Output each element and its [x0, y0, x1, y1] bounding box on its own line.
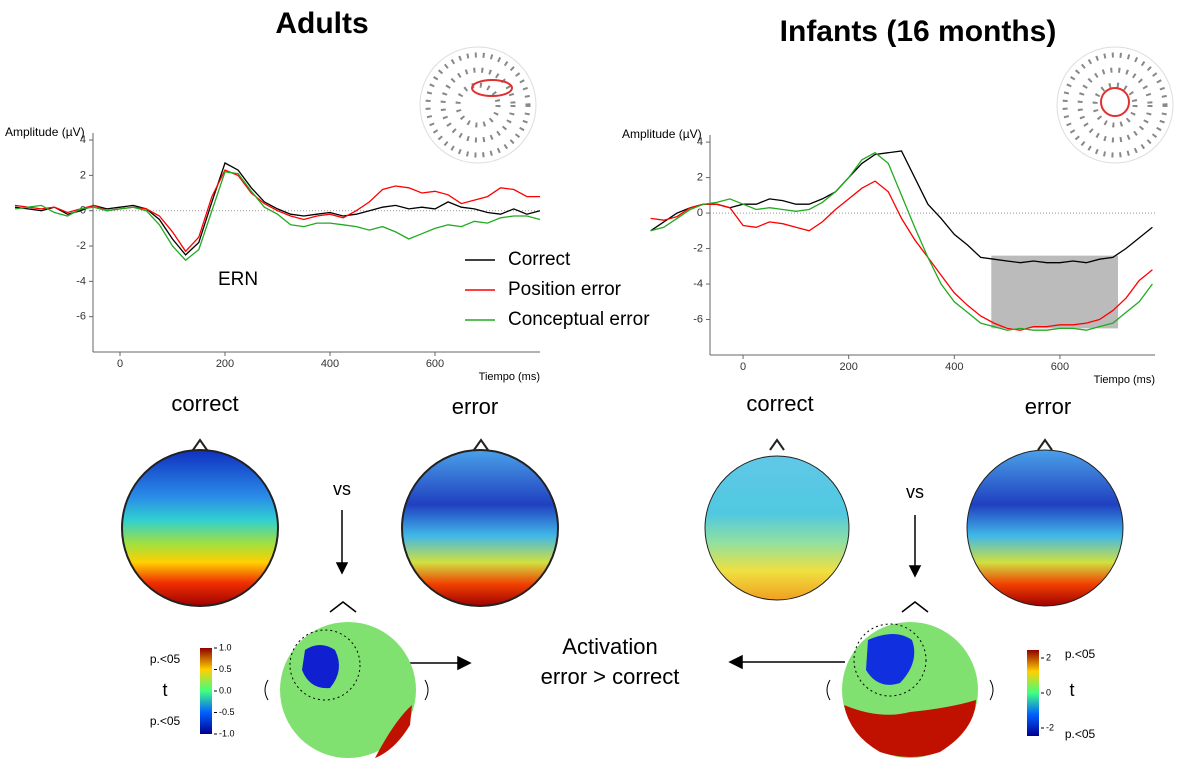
- legend-label: Conceptual error: [508, 309, 650, 330]
- annotation: ERN: [218, 269, 258, 290]
- topo-label: error: [1025, 394, 1071, 419]
- x-tick-label: 200: [840, 361, 858, 373]
- legend-label: Position error: [508, 279, 622, 300]
- y-axis-label: Amplitude (µV): [5, 125, 85, 139]
- colorbar-tick-label: 0.0: [219, 685, 232, 695]
- chart-title: Adults: [275, 7, 368, 40]
- colorbar-top: p.<05: [1065, 647, 1096, 661]
- series-line: [650, 151, 1153, 331]
- annotation: error > correct: [541, 664, 680, 689]
- legend-label: Correct: [508, 249, 571, 270]
- series-line: [14, 162, 541, 256]
- difference-map: [264, 622, 994, 758]
- colorbar-tick-label: 1.0: [219, 642, 232, 652]
- vs-label: vs: [333, 479, 351, 499]
- colorbar-bottom: p.<05: [150, 714, 181, 728]
- x-tick-label: 600: [426, 358, 444, 370]
- y-tick-label: -6: [76, 311, 86, 323]
- y-tick-label: 2: [697, 171, 703, 183]
- colorbar-tick-label: -2: [1046, 722, 1054, 732]
- topo-label: correct: [171, 391, 238, 416]
- x-tick-label: 0: [740, 361, 746, 373]
- colorbar-tick-label: 0: [1046, 687, 1051, 697]
- y-tick-label: 4: [697, 136, 703, 148]
- topo-label: error: [452, 394, 498, 419]
- vs-label: vs: [906, 482, 924, 502]
- y-tick-label: 4: [80, 134, 86, 146]
- colorbar-label: t: [162, 680, 167, 700]
- y-tick-label: -4: [693, 278, 703, 290]
- colorbar-top: p.<05: [150, 652, 181, 666]
- x-tick-label: 600: [1051, 361, 1069, 373]
- x-axis-label: Tiempo (ms): [1094, 374, 1155, 386]
- y-tick-label: -2: [693, 242, 703, 254]
- y-tick-label: -6: [693, 313, 703, 325]
- y-tick-label: 0: [697, 207, 703, 219]
- y-tick-label: 2: [80, 169, 86, 181]
- x-tick-label: 400: [321, 358, 339, 370]
- y-tick-label: -4: [76, 275, 86, 287]
- series-line: [650, 180, 1153, 331]
- colorbar-tick-label: -1.0: [219, 728, 235, 738]
- x-tick-label: 400: [945, 361, 963, 373]
- x-axis-label: Tiempo (ms): [479, 371, 540, 383]
- y-axis-label: Amplitude (µV): [622, 127, 702, 141]
- x-tick-label: 200: [216, 358, 234, 370]
- series-line: [14, 171, 541, 262]
- colorbar: [200, 648, 212, 734]
- colorbar-tick-label: 0.5: [219, 664, 232, 674]
- colorbar-tick-label: 2: [1046, 652, 1051, 662]
- electrode-map: [1056, 46, 1174, 164]
- electrode-map: [419, 46, 537, 164]
- colorbar-label: t: [1069, 680, 1074, 700]
- y-tick-label: -2: [76, 240, 86, 252]
- topomap: [121, 438, 1124, 607]
- highlight: [991, 255, 1119, 329]
- series-line: [650, 150, 1153, 264]
- topo-label: correct: [746, 391, 813, 416]
- chart-title: Infants (16 months): [780, 15, 1057, 48]
- x-tick-label: 0: [117, 358, 123, 370]
- annotation: Activation: [562, 634, 657, 659]
- colorbar: [1027, 650, 1039, 736]
- y-tick-label: 0: [80, 205, 86, 217]
- colorbar-tick-label: -0.5: [219, 707, 235, 717]
- colorbar-bottom: p.<05: [1065, 727, 1096, 741]
